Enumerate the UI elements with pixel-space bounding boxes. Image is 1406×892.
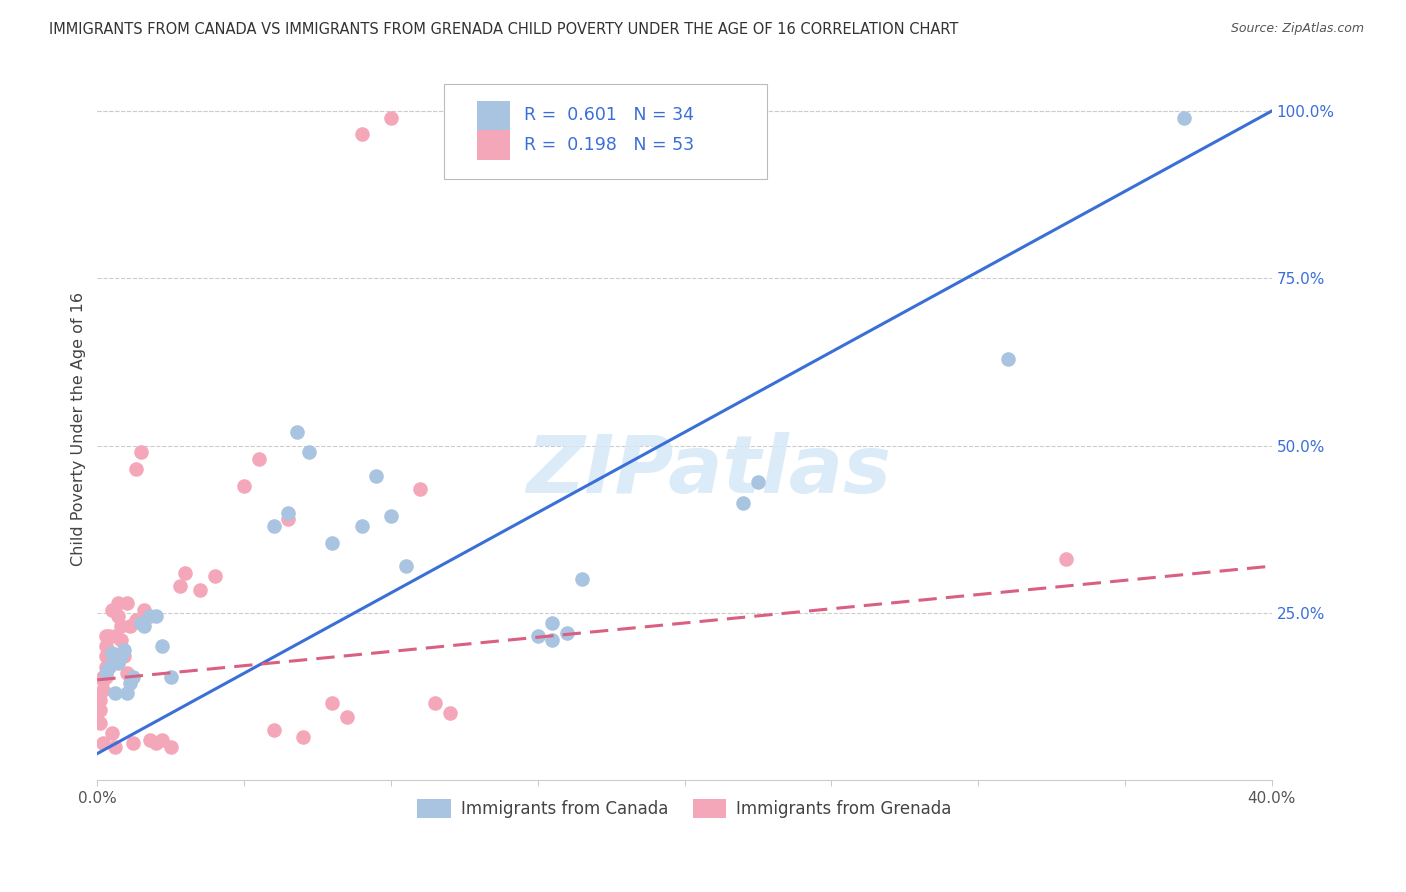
Legend: Immigrants from Canada, Immigrants from Grenada: Immigrants from Canada, Immigrants from … [411,792,959,825]
Point [104,629,127,643]
Point [89,716,111,731]
FancyBboxPatch shape [444,85,766,179]
Text: IMMIGRANTS FROM CANADA VS IMMIGRANTS FROM GRENADA CHILD POVERTY UNDER THE AGE OF: IMMIGRANTS FROM CANADA VS IMMIGRANTS FRO… [49,22,959,37]
Point [350,519,373,533]
Point [263,723,285,737]
Text: ZIPatlas: ZIPatlas [526,432,890,510]
Point [555,626,578,640]
Point [291,730,314,744]
Point [131,445,153,459]
Point [169,579,191,593]
Y-axis label: Child Poverty Under the Age of 16: Child Poverty Under the Age of 16 [72,292,86,566]
Point [247,452,270,467]
Point [91,682,114,697]
Point [277,512,299,526]
Point [121,669,143,683]
Point [285,425,308,440]
Point [118,619,141,633]
Point [1173,111,1195,125]
Text: R =  0.601   N = 34: R = 0.601 N = 34 [523,106,693,124]
Point [139,733,162,747]
Point [110,632,132,647]
Point [336,709,359,723]
Point [112,642,135,657]
Point [527,629,550,643]
Point [115,596,138,610]
Point [366,468,388,483]
Point [188,582,211,597]
FancyBboxPatch shape [477,101,509,130]
Point [101,602,124,616]
Point [145,609,167,624]
Point [89,703,111,717]
Point [107,609,129,624]
Point [107,656,129,670]
Point [96,649,118,664]
Point [101,646,124,660]
Text: Source: ZipAtlas.com: Source: ZipAtlas.com [1230,22,1364,36]
Point [380,111,402,125]
Point [115,666,138,681]
Point [1054,552,1077,566]
Point [395,559,418,574]
Point [131,613,153,627]
Point [101,726,124,740]
Point [124,462,146,476]
Point [174,566,197,580]
Point [423,696,446,710]
Point [298,445,321,459]
Point [89,693,111,707]
Point [118,676,141,690]
Point [115,686,138,700]
Point [541,632,564,647]
Point [104,686,127,700]
Point [91,737,114,751]
Point [98,659,121,673]
Point [110,649,132,664]
Point [747,475,769,490]
Point [131,615,153,630]
Point [439,706,461,721]
Point [96,666,118,681]
Point [150,640,173,654]
Point [110,619,132,633]
Text: R =  0.198   N = 53: R = 0.198 N = 53 [523,136,693,154]
Point [134,619,156,633]
Point [134,602,156,616]
Point [91,669,114,683]
Point [96,629,118,643]
FancyBboxPatch shape [477,130,509,160]
Point [91,673,114,687]
Point [98,629,121,643]
Point [733,495,755,509]
Point [139,609,162,624]
Point [233,479,256,493]
Point [321,696,343,710]
Point [150,733,173,747]
Point [96,669,118,683]
Point [107,596,129,610]
Point [96,640,118,654]
Point [104,739,127,754]
Point [409,482,432,496]
Point [541,615,564,630]
Point [112,649,135,664]
Point [159,739,181,754]
Point [571,573,593,587]
Point [96,659,118,673]
Point [380,508,402,523]
Point [121,737,143,751]
Point [277,506,299,520]
Point [321,535,343,549]
Point [350,128,373,142]
Point [204,569,226,583]
Point [159,669,181,683]
Point [263,519,285,533]
Point [145,737,167,751]
Point [997,351,1019,366]
Point [124,613,146,627]
Point [98,656,121,670]
